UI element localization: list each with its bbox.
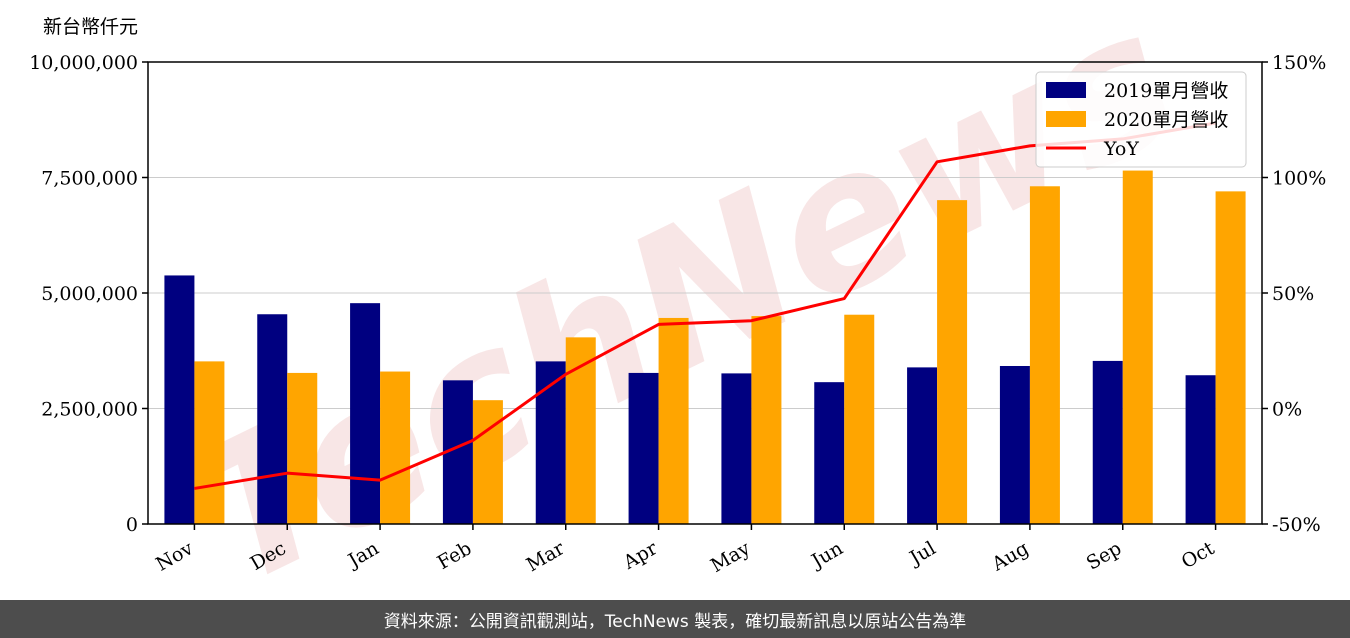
bars (164, 170, 1246, 525)
source-footer: 資料來源：公開資訊觀測站，TechNews 製表，確切最新訊息以原站公告為準 (0, 600, 1350, 638)
legend-label: 2020單月營收 (1104, 109, 1228, 131)
bar-2020 (1122, 170, 1153, 524)
bar-2020 (844, 314, 875, 524)
y-right-tick-label: -50% (1272, 514, 1321, 536)
bar-2020 (1029, 186, 1060, 524)
y-right-tick-label: 50% (1272, 283, 1314, 305)
bar-2019 (628, 372, 659, 524)
legend-swatch (1046, 82, 1086, 98)
x-tick-label: Aug (988, 537, 1033, 576)
y-left-tick-label: 10,000,000 (29, 52, 138, 74)
bar-2019 (164, 275, 195, 524)
x-tick-label: Nov (152, 537, 197, 576)
x-tick-label: Apr (619, 537, 662, 574)
bar-2020 (565, 337, 596, 524)
x-tick-label: Jun (806, 537, 847, 573)
bar-2020 (194, 361, 225, 524)
x-tick-label: May (707, 537, 754, 577)
bar-2020 (937, 200, 968, 524)
bar-2019 (721, 373, 752, 524)
x-tick-label: Oct (1178, 537, 1219, 573)
bar-2019 (350, 303, 381, 524)
bar-2019 (1185, 375, 1216, 524)
bar-2020 (380, 371, 411, 524)
bar-2019 (257, 314, 288, 524)
legend: 2019單月營收 2020單月營收 YoY (1035, 71, 1247, 168)
bar-2019 (535, 361, 566, 524)
x-tick-label: Jul (904, 537, 939, 570)
legend-label: YoY (1103, 138, 1139, 160)
x-tick-label: Sep (1083, 537, 1126, 574)
y-right-tick-label: 0% (1272, 399, 1302, 421)
bar-2020 (658, 317, 689, 524)
x-tick-label: Feb (434, 537, 476, 574)
legend-swatch (1046, 111, 1086, 127)
y-left-tick-label: 5,000,000 (41, 283, 138, 305)
revenue-chart: TechNews 新台幣仟元 02,500,0005,000,0007,500,… (29, 0, 1326, 600)
y-right-tick-label: 150% (1272, 52, 1326, 74)
gridlines (148, 177, 1262, 409)
bar-2020 (287, 372, 318, 524)
bar-2019 (999, 365, 1030, 524)
y-axis-unit-label: 新台幣仟元 (43, 16, 138, 38)
bar-2020 (751, 316, 782, 524)
y-left-tick-label: 0 (126, 514, 138, 536)
y-left-tick-label: 2,500,000 (41, 399, 138, 421)
bar-2020 (1215, 191, 1246, 525)
bar-2019 (1092, 360, 1123, 524)
legend-box (1035, 71, 1247, 168)
bar-2019 (814, 382, 845, 524)
legend-label: 2019單月營收 (1104, 80, 1228, 102)
bar-2019 (907, 367, 938, 524)
bar-2020 (472, 400, 503, 524)
y-right-tick-label: 100% (1272, 168, 1326, 190)
x-tick-label: Mar (523, 537, 569, 576)
y-left-tick-label: 7,500,000 (41, 168, 138, 190)
